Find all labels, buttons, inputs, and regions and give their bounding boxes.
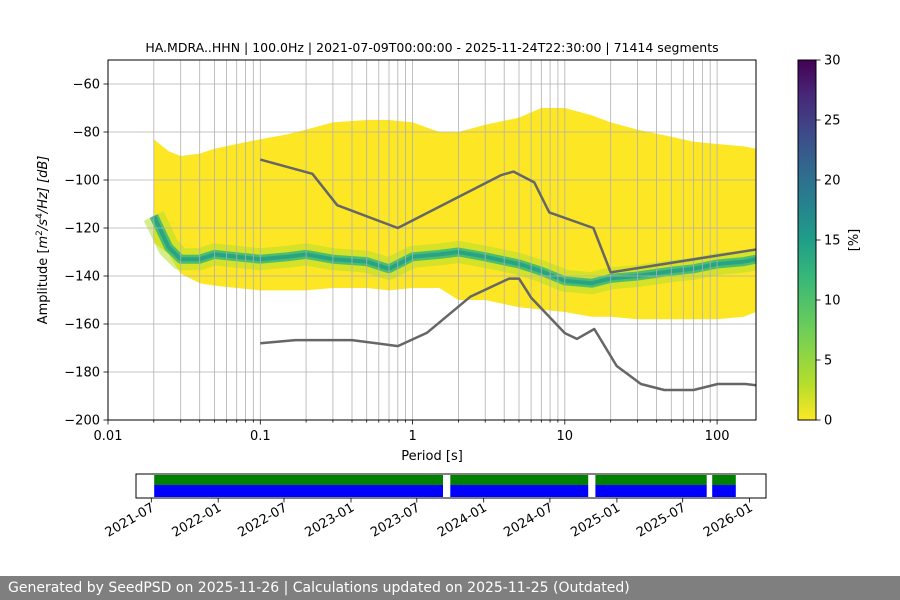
y-tick-label: −100 <box>64 174 100 189</box>
timeline-tick-label: 2025-07 <box>634 500 689 540</box>
timeline-tick-label: 2023-07 <box>368 500 423 540</box>
curve-nlnm <box>260 277 756 392</box>
segments-bar <box>450 485 589 497</box>
x-tick-label: 0.1 <box>250 429 271 444</box>
timeline-tick-label: 2026-01 <box>701 500 756 540</box>
x-tick-label: 0.01 <box>94 429 123 444</box>
psd-figure: HA.MDRA..HHN | 100.0Hz | 2021-07-09T00:0… <box>35 40 862 541</box>
timeline-bars <box>154 475 736 497</box>
colorbar-tick-label: 20 <box>824 174 841 189</box>
chart-title: HA.MDRA..HHN | 100.0Hz | 2021-07-09T00:0… <box>145 40 718 55</box>
y-tick-label: −180 <box>64 366 100 381</box>
footer-banner: Generated by SeedPSD on 2025-11-26 | Cal… <box>0 576 900 600</box>
noise-model-layer <box>259 158 756 392</box>
coverage-bar <box>154 475 443 485</box>
timeline-tick-label: 2024-01 <box>435 500 490 540</box>
timeline-tick-label: 2024-07 <box>501 500 556 540</box>
colorbar-tick-label: 0 <box>824 414 832 429</box>
timeline-tick-label: 2022-07 <box>235 500 290 540</box>
colorbar-tick-label: 10 <box>824 294 841 309</box>
x-tick-label: 10 <box>557 429 574 444</box>
y-tick-label: −60 <box>73 78 100 93</box>
y-axis: −200 −180 −160 −140 −120 −100 −80 −60 <box>64 78 108 429</box>
y-tick-label: −80 <box>73 126 100 141</box>
timeline-tick-label: 2021-07 <box>103 500 158 540</box>
psd-plot-area: 0.01 0.1 1 10 100 −200 −180 −160 −140 −120 −100 −8… <box>64 59 757 444</box>
colorbar-tick-label: 30 <box>824 54 841 69</box>
segments-bar <box>154 485 443 497</box>
segments-bar <box>712 485 736 497</box>
timeline-tick-label: 2025-01 <box>568 500 623 540</box>
coverage-bar <box>595 475 707 485</box>
timeline-tick-label: 2022-01 <box>170 500 225 540</box>
grid-layer <box>108 60 756 420</box>
coverage-bar <box>450 475 589 485</box>
segments-bar <box>595 485 707 497</box>
x-tick-label: 100 <box>705 429 730 444</box>
plot-frame <box>107 59 757 421</box>
colorbar-gradient <box>797 59 817 421</box>
colorbar-tick-label: 5 <box>824 354 832 369</box>
density-layer <box>143 108 756 320</box>
y-tick-label: −140 <box>64 270 100 285</box>
colorbar-tick-label: 25 <box>824 114 841 129</box>
y-tick-label: −160 <box>64 318 100 333</box>
x-tick-label: 1 <box>408 429 416 444</box>
y-axis-label: Amplitude [m2/s4/Hz] [dB] <box>35 156 51 325</box>
coverage-bar <box>712 475 736 485</box>
colorbar: 0 5 10 15 20 25 30 [%] <box>797 54 862 429</box>
density-envelope <box>153 108 756 320</box>
x-axis-label: Period [s] <box>401 449 463 464</box>
curve-nhnm <box>259 158 756 274</box>
timeline-axis: 2021-07 2022-01 2022-07 2023-01 2023-07 2024-… <box>103 498 756 541</box>
colorbar-tick-label: 15 <box>824 234 841 249</box>
data-availability-timeline: 2021-07 2022-01 2022-07 2023-01 2023-07 2024-… <box>103 473 767 541</box>
colorbar-ticks: 0 5 10 15 20 25 30 <box>816 54 841 429</box>
density-mode-core <box>151 215 756 286</box>
colorbar-label: [%] <box>847 229 862 252</box>
timeline-tick-label: 2023-01 <box>302 500 357 540</box>
y-tick-label: −200 <box>64 414 100 429</box>
x-axis: 0.01 0.1 1 10 100 <box>94 420 730 444</box>
y-tick-label: −120 <box>64 222 100 237</box>
